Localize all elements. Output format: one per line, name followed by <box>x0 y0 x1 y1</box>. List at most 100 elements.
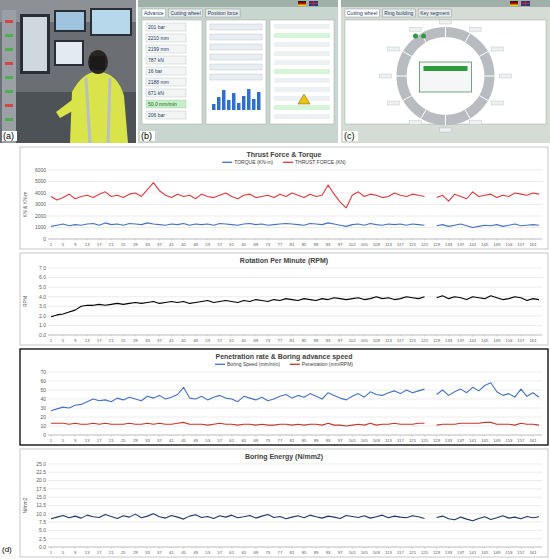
x-tick-label: 109 <box>373 338 381 343</box>
x-tick <box>159 335 160 337</box>
grid-line <box>48 480 542 481</box>
x-tick <box>183 335 184 337</box>
head <box>88 50 108 74</box>
x-tick <box>424 547 425 549</box>
x-tick-label: 109 <box>373 242 381 247</box>
field <box>491 101 503 105</box>
field <box>388 101 400 105</box>
x-tick <box>135 239 136 241</box>
tab <box>206 9 240 17</box>
plot-data <box>51 383 539 426</box>
y-axis-label: KN & KN-m <box>22 192 28 218</box>
x-tick <box>291 335 292 337</box>
x-tick-label: 29 <box>133 242 138 247</box>
x-tick <box>460 435 461 437</box>
x-tick-label: 125 <box>421 550 429 555</box>
chart-title: Rotation Per Minute (RPM) <box>240 257 328 265</box>
x-tick <box>255 335 256 337</box>
x-tick-label: 125 <box>421 338 429 343</box>
x-tick <box>279 239 280 241</box>
field <box>410 121 422 125</box>
field <box>440 20 452 24</box>
flag <box>309 1 318 6</box>
segment-joint <box>421 34 426 43</box>
field <box>440 128 452 132</box>
chart-title: Thrust Force & Torque <box>247 151 322 159</box>
indicator <box>413 34 418 39</box>
chart-title: Penetration rate & Boring advance speed <box>216 353 353 361</box>
x-tick-label: 1 <box>50 338 53 343</box>
x-tick-label: 133 <box>445 242 453 247</box>
grid-line <box>48 216 542 217</box>
grid-line <box>48 408 542 409</box>
x-tick-label: 5 <box>62 338 65 343</box>
x-tick <box>448 435 449 437</box>
x-tick-label: 121 <box>409 242 417 247</box>
tab <box>168 9 202 17</box>
segment-joint <box>397 76 407 77</box>
x-tick <box>388 435 389 437</box>
y-tick-label: 40 <box>40 396 46 402</box>
x-tick <box>484 435 485 437</box>
photo-bg <box>0 0 136 143</box>
y-tick-label: 60 <box>40 378 46 384</box>
x-tick-label: 129 <box>433 550 441 555</box>
x-tick-label: 109 <box>373 550 381 555</box>
x-tick-label: 105 <box>361 550 369 555</box>
y-tick-label: 70 <box>40 369 46 375</box>
x-tick-label: 33 <box>145 338 150 343</box>
x-tick <box>316 239 317 241</box>
x-tick <box>304 547 305 549</box>
x-tick-label: 61 <box>229 338 234 343</box>
field <box>210 74 262 80</box>
legend: TORQUE (KN-m)THRUST FORCE (KN) <box>222 159 346 165</box>
chart-title: Boring Energy (N/mm2) <box>245 453 323 461</box>
y-tick-label: 1.0 <box>39 322 46 328</box>
field <box>470 121 482 125</box>
x-tick <box>532 435 533 437</box>
segment-joint <box>421 110 426 119</box>
x-tick <box>400 435 401 437</box>
y-tick-label: 0 <box>43 236 46 242</box>
x-tick-label: 29 <box>133 438 138 443</box>
field <box>500 74 512 78</box>
plot-data <box>51 183 539 228</box>
x-tick-label: 21 <box>109 550 114 555</box>
x-tick-label: 69 <box>253 438 258 443</box>
x-tick <box>195 239 196 241</box>
data-line <box>51 296 539 317</box>
field <box>388 47 400 51</box>
grid-line <box>48 372 542 373</box>
x-tick <box>279 547 280 549</box>
x-tick-label: 17 <box>97 242 102 247</box>
y-tick-label: 2.0 <box>39 313 46 319</box>
indicator <box>421 34 426 39</box>
x-tick <box>159 547 160 549</box>
x-tick-label: 129 <box>433 242 441 247</box>
field <box>210 24 262 30</box>
x-tick <box>207 335 208 337</box>
flag <box>298 4 306 6</box>
x-tick <box>508 547 509 549</box>
tab-label: Ring building <box>384 10 413 16</box>
x-tick-label: 89 <box>314 438 319 443</box>
reading: 206 bar <box>148 112 165 118</box>
monitor-screen <box>56 42 82 64</box>
field <box>210 44 262 50</box>
screen: Cutting wheelRing buildingKey segment <box>341 0 550 143</box>
reading-box <box>146 89 186 97</box>
x-tick-label: 9 <box>74 338 77 343</box>
x-tick-label: 81 <box>290 550 295 555</box>
segment-joint <box>465 110 470 119</box>
cabinet <box>2 10 16 143</box>
x-tick-label: 33 <box>145 550 150 555</box>
x-tick <box>243 547 244 549</box>
segment-joint <box>403 52 412 57</box>
x-tick <box>400 239 401 241</box>
x-tick-label: 141 <box>469 242 477 247</box>
x-tick <box>243 435 244 437</box>
tab-label: Key segment <box>420 10 450 16</box>
x-tick <box>352 239 353 241</box>
x-tick-label: 65 <box>241 438 246 443</box>
x-tick <box>183 239 184 241</box>
